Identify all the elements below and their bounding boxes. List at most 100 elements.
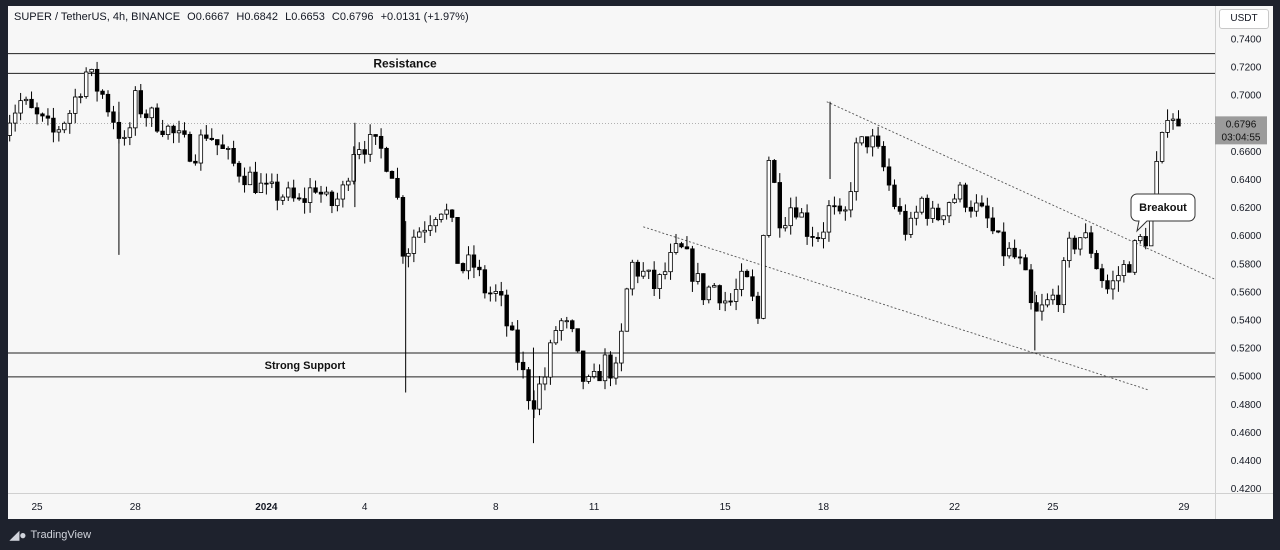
- candle-body: [837, 205, 843, 212]
- candle-body: [94, 68, 100, 92]
- currency-button[interactable]: USDT: [1219, 9, 1269, 29]
- candle-body: [346, 180, 351, 186]
- last-price-badge: [1215, 116, 1267, 145]
- candle-body: [329, 191, 335, 207]
- price-tick-label: 0.5600: [1231, 287, 1262, 298]
- candle-body: [1083, 232, 1088, 239]
- candle-body: [83, 71, 89, 97]
- time-tick-label: 15: [720, 502, 732, 513]
- candle-body: [854, 142, 859, 193]
- candle-body: [985, 205, 990, 219]
- candle-body: [815, 237, 821, 240]
- candle-body: [291, 187, 296, 199]
- candle-body: [974, 202, 979, 212]
- candle-body: [1039, 304, 1045, 312]
- candle-body: [575, 328, 580, 352]
- candle-body: [695, 273, 701, 282]
- price-tick-label: 0.7200: [1231, 63, 1262, 74]
- trendline-2: [643, 226, 1149, 391]
- candle-body: [870, 135, 875, 148]
- candle-body: [1056, 294, 1061, 306]
- candle-body: [275, 181, 280, 201]
- breakout-callout: [1130, 193, 1196, 233]
- candle-body: [979, 202, 985, 207]
- candle-body: [641, 270, 646, 277]
- candle-body: [111, 111, 116, 123]
- price-tick-label: 0.5800: [1231, 259, 1262, 270]
- time-tick-label: 2024: [255, 502, 278, 513]
- time-tick-label: 28: [130, 502, 142, 513]
- candle-body: [62, 122, 67, 131]
- candle-body: [651, 269, 657, 290]
- candle-body: [602, 354, 608, 382]
- candle-body: [843, 209, 848, 212]
- scale-corner: [1215, 493, 1273, 519]
- candle-body: [384, 147, 389, 172]
- candle-body: [477, 266, 482, 271]
- candle-body: [335, 198, 340, 207]
- candle-body: [515, 329, 520, 363]
- candle-body: [679, 243, 684, 248]
- candle-body: [253, 171, 258, 194]
- candle-body: [247, 171, 253, 186]
- candle-body: [613, 362, 619, 379]
- candle-body: [193, 160, 198, 164]
- candle-body: [668, 252, 673, 273]
- candle-body: [908, 217, 914, 235]
- candle-body: [236, 162, 242, 177]
- breakout-label: Breakout: [1139, 202, 1187, 214]
- time-tick-label: 25: [1047, 502, 1059, 513]
- candle-body: [941, 215, 946, 221]
- candle-body: [1127, 264, 1132, 273]
- time-tick-label: 8: [493, 502, 499, 513]
- support-label: Strong Support: [265, 360, 346, 372]
- candle-body: [799, 212, 804, 218]
- candle-body: [2, 123, 6, 136]
- candle-body: [526, 369, 531, 402]
- candle-body: [89, 68, 94, 73]
- candle-body: [903, 210, 908, 235]
- candle-body: [1165, 120, 1170, 133]
- candle-body: [1017, 256, 1023, 259]
- candle-body: [176, 130, 182, 134]
- trendline-1: [826, 101, 1215, 280]
- candle-body: [662, 271, 668, 275]
- candle-body: [209, 137, 214, 140]
- candle-body: [570, 320, 575, 330]
- candle-body: [493, 291, 498, 294]
- candle-body: [449, 209, 455, 218]
- price-tick-label: 0.5400: [1231, 316, 1262, 327]
- candle-body: [242, 175, 247, 186]
- last-price-label: 0.6796: [1226, 119, 1257, 130]
- tradingview-logo-icon: ◢●: [10, 528, 27, 542]
- candle-body: [690, 248, 695, 282]
- candle-body: [619, 330, 624, 364]
- candle-body: [952, 198, 957, 204]
- candle-body: [34, 107, 40, 115]
- candle-body: [18, 100, 23, 114]
- candle-body: [127, 127, 133, 138]
- candle-body: [1110, 280, 1116, 290]
- candle-body: [701, 273, 706, 301]
- candle-body: [772, 160, 777, 183]
- time-scale[interactable]: [8, 493, 1215, 519]
- close-value: C0.6796: [331, 11, 374, 23]
- price-tick-label: 0.4800: [1231, 400, 1262, 411]
- change-value: +0.0131 (+1.97%): [380, 11, 469, 23]
- candle-body: [996, 230, 1001, 233]
- candle-body: [591, 371, 597, 377]
- candle-body: [307, 187, 313, 203]
- candle-body: [8, 122, 12, 136]
- candle-body: [859, 136, 864, 144]
- candle-body: [1050, 294, 1056, 301]
- candle-body: [914, 211, 919, 219]
- candle-body: [417, 231, 422, 238]
- resistance-label: Resistance: [373, 57, 437, 71]
- price-tick-label: 0.4400: [1231, 456, 1262, 467]
- candle-body: [406, 253, 411, 257]
- candle-body: [12, 112, 18, 124]
- price-scale[interactable]: [1215, 6, 1273, 493]
- candle-body: [509, 325, 515, 331]
